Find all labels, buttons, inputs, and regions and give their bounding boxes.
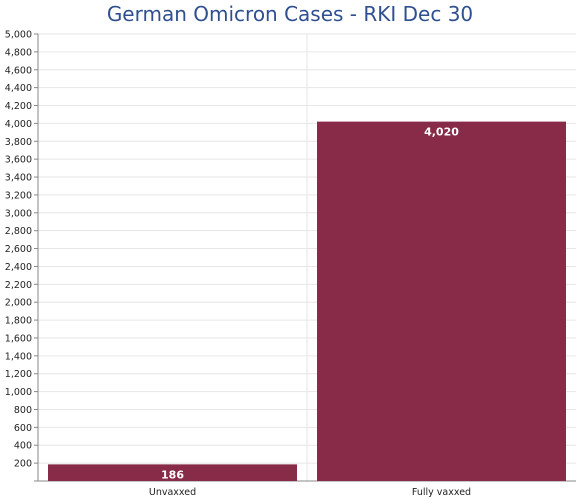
y-tick-label: 3,000 xyxy=(5,208,32,219)
y-tick-label: 200 xyxy=(14,459,32,470)
y-tick-label: 400 xyxy=(14,441,32,452)
y-tick-label: 3,600 xyxy=(5,155,32,166)
y-tick-label: 4,400 xyxy=(5,83,32,94)
y-tick-label: 600 xyxy=(14,423,32,434)
y-tick-label: 800 xyxy=(14,405,32,416)
y-tick-label: 4,200 xyxy=(5,101,32,112)
data-label: 4,020 xyxy=(424,126,459,139)
chart-title: German Omicron Cases - RKI Dec 30 xyxy=(106,2,474,26)
y-tick-label: 2,200 xyxy=(5,280,32,291)
y-tick-label: 3,200 xyxy=(5,190,32,201)
y-tick-label: 5,000 xyxy=(5,30,32,41)
bars xyxy=(48,121,566,481)
x-category-label: Fully vaxxed xyxy=(412,487,471,498)
y-tick-label: 2,800 xyxy=(5,226,32,237)
y-tick-label: 4,000 xyxy=(5,119,32,130)
y-tick-label: 3,800 xyxy=(5,137,32,148)
y-tick-label: 1,000 xyxy=(5,387,32,398)
y-tick-label: 2,000 xyxy=(5,298,32,309)
y-tick-label: 3,400 xyxy=(5,173,32,184)
y-tick-label: 1,400 xyxy=(5,351,32,362)
y-tick-label: 2,400 xyxy=(5,262,32,273)
y-tick-label: 1,200 xyxy=(5,369,32,380)
data-labels: 186 4,020 xyxy=(161,126,459,482)
y-axis-ticks: 200 400 600 800 1,000 1,200 1,400 1,600 1,800 2,0… xyxy=(5,30,38,482)
y-tick-label: 2,600 xyxy=(5,244,32,255)
x-category-label: Unvaxxed xyxy=(149,487,196,498)
y-tick-label: 4,800 xyxy=(5,47,32,58)
data-label: 186 xyxy=(161,468,184,481)
y-tick-label: 1,600 xyxy=(5,333,32,344)
x-axis-categories: Unvaxxed Fully vaxxed xyxy=(149,487,471,498)
y-tick-label: 1,800 xyxy=(5,316,32,327)
bar-fully-vaxxed xyxy=(317,121,566,481)
bar-unvaxxed xyxy=(48,464,297,481)
y-tick-label: 4,600 xyxy=(5,65,32,76)
